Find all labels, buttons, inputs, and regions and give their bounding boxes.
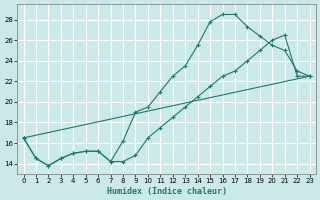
X-axis label: Humidex (Indice chaleur): Humidex (Indice chaleur) xyxy=(107,187,227,196)
